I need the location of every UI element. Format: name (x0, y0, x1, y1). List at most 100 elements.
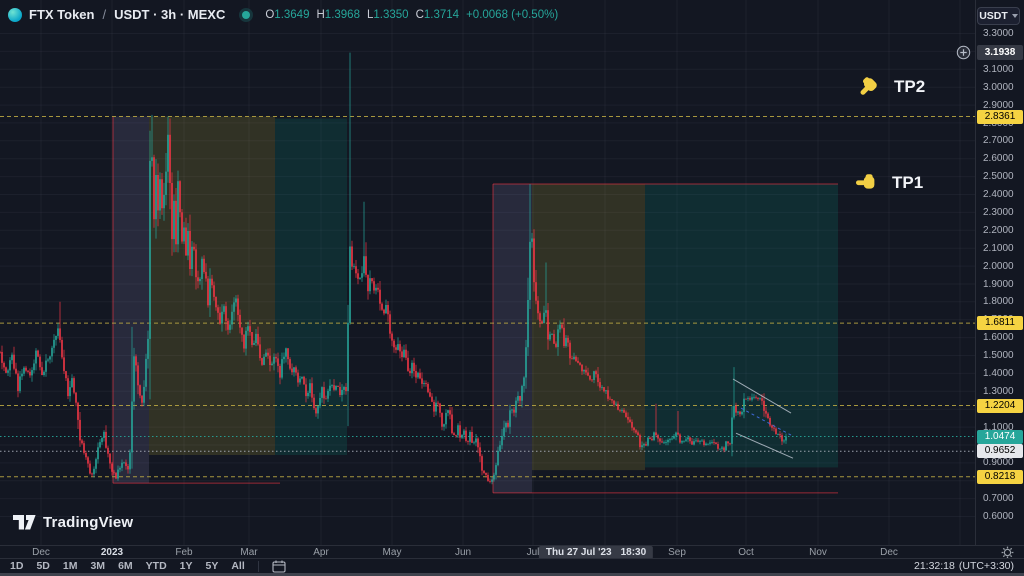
clock-timezone-label: (UTC+3:30) (958, 560, 1014, 572)
time-tick: Mar (240, 547, 258, 558)
price-tick: 1.4000 (983, 367, 1014, 379)
time-tick: Jun (454, 547, 472, 558)
price-tick: 1.5000 (983, 350, 1014, 361)
price-axis[interactable]: 3.30003.20003.10003.00002.90002.80002.70… (975, 0, 1024, 545)
range-button-1m[interactable]: 1M (62, 560, 78, 572)
symbol-info[interactable]: USDT · 3h · MEXC (114, 7, 226, 22)
bottom-toolbar: 1D 5D 1M 3M 6M YTD 1Y 5Y All 21:32:18 (UTC+3:30) (0, 558, 1024, 573)
tradingview-logo-text: TradingView (43, 514, 134, 531)
crosshair-price-label: 3.1938 (977, 45, 1023, 60)
price-tick: 1.9000 (983, 278, 1014, 290)
low-label: L (366, 8, 374, 21)
crosshair-time: 18:30 (620, 547, 647, 558)
crosshair-date-label: Thu 27 Jul '23 18:30 (538, 546, 654, 559)
time-tick: Feb (175, 547, 193, 558)
zone2-purple (493, 184, 532, 493)
clock-timezone[interactable]: 21:32:18 (UTC+3:30) (914, 560, 1014, 572)
clock-time: 21:32:18 (913, 560, 955, 572)
range-button-5d[interactable]: 5D (36, 560, 50, 572)
price-level-label: 1.6811 (977, 316, 1023, 331)
tradingview-logo-icon (13, 515, 36, 530)
price-level-label: 0.9652 (977, 444, 1023, 459)
price-tick: 2.4000 (983, 189, 1014, 200)
symbol-header[interactable]: FTX Token / USDT · 3h · MEXC O1.3649 H1.… (8, 7, 558, 22)
price-tick: 1.1000 (983, 421, 1014, 433)
range-button-1y[interactable]: 1Y (179, 560, 193, 572)
currency-label: USDT (979, 10, 1008, 22)
zone2-yellow (532, 184, 645, 471)
price-level-label: 1.0474 (977, 429, 1023, 444)
price-tick: 2.1000 (983, 242, 1014, 254)
zone2-teal (645, 184, 838, 468)
price-tick: 2.5000 (983, 171, 1014, 183)
token-logo-icon (8, 7, 22, 22)
symbol-separator: / (102, 7, 107, 22)
pointing-hand-icon (860, 77, 877, 95)
tp2-annotation[interactable]: TP2 (858, 76, 925, 97)
high-value: 1.3968 (324, 8, 360, 21)
high-label: H (316, 8, 325, 21)
tradingview-logo[interactable]: TradingView (13, 514, 133, 531)
chart-pane[interactable]: TP2 TP1 TradingView (0, 0, 975, 545)
time-tick: 2023 (100, 547, 124, 558)
price-tick: 3.0000 (983, 81, 1014, 93)
range-button-1d[interactable]: 1D (10, 560, 24, 572)
price-tick: 0.9000 (983, 457, 1014, 469)
pointing-hand-icon (856, 174, 875, 189)
tp2-label: TP2 (894, 76, 926, 96)
change-value: +0.0068 (+0.50%) (466, 8, 559, 21)
range-button-ytd[interactable]: YTD (145, 560, 167, 572)
market-status-dot[interactable] (242, 10, 251, 19)
open-value: 1.3649 (274, 8, 310, 21)
time-tick: Oct (738, 547, 754, 558)
price-tick: 2.9000 (983, 99, 1014, 111)
ohlc-readout: O1.3649 H1.3968 L1.3350 C1.3714 +0.0068 … (265, 9, 558, 21)
price-tick: 2.3000 (983, 206, 1014, 218)
crosshair-date: Thu 27 Jul '23 (545, 547, 612, 558)
price-tick: 2.6000 (983, 153, 1014, 165)
price-level-label: 2.8361 (977, 109, 1023, 124)
chevron-down-icon (1011, 14, 1018, 18)
price-tick: 3.3000 (983, 28, 1014, 39)
time-tick: Sep (668, 547, 686, 558)
go-to-date-calendar-icon[interactable] (272, 560, 286, 573)
currency-selector-button[interactable]: USDT (977, 7, 1020, 25)
time-tick: May (382, 547, 402, 558)
time-tick: Apr (313, 547, 329, 558)
zone1-purple (113, 116, 149, 484)
axis-settings-gear-icon[interactable] (1001, 546, 1014, 559)
price-level-label: 0.8218 (977, 469, 1023, 484)
price-tick: 2.2000 (983, 224, 1014, 236)
time-axis[interactable]: Thu 27 Jul '23 18:30 Dec 2023 Feb Mar Apr May… (0, 545, 1024, 559)
zone1-teal (275, 118, 347, 455)
range-button-5y[interactable]: 5Y (205, 560, 219, 572)
close-label: C (415, 8, 424, 21)
range-button-6m[interactable]: 6M (118, 560, 133, 572)
price-level-label: 1.2204 (977, 398, 1023, 413)
open-label: O (265, 8, 275, 21)
price-tick: 2.0000 (983, 260, 1014, 272)
toolbar-divider (257, 560, 259, 572)
time-tick: Dec (880, 547, 898, 558)
tp1-label: TP1 (892, 172, 924, 192)
price-tick: 2.7000 (983, 135, 1014, 147)
tp1-annotation[interactable]: TP1 (856, 172, 923, 193)
price-tick: 1.8000 (983, 296, 1014, 308)
candlestick-chart[interactable] (0, 0, 975, 545)
time-tick: Jul (526, 547, 540, 558)
low-value: 1.3350 (373, 8, 409, 21)
price-tick: 1.6000 (983, 332, 1014, 344)
add-alert-plus-icon[interactable] (956, 45, 971, 60)
symbol-name[interactable]: FTX Token (29, 7, 95, 22)
close-value: 1.3714 (423, 8, 460, 21)
price-tick: 1.3000 (983, 385, 1014, 397)
price-tick: 0.6000 (983, 511, 1014, 522)
time-tick: Dec (32, 547, 50, 558)
time-tick: Nov (809, 547, 827, 558)
range-button-all[interactable]: All (231, 560, 245, 572)
range-button-3m[interactable]: 3M (90, 560, 106, 572)
price-tick: 0.7000 (983, 493, 1014, 505)
window-bottom-edge (0, 573, 1024, 576)
price-tick: 3.1000 (983, 63, 1014, 75)
